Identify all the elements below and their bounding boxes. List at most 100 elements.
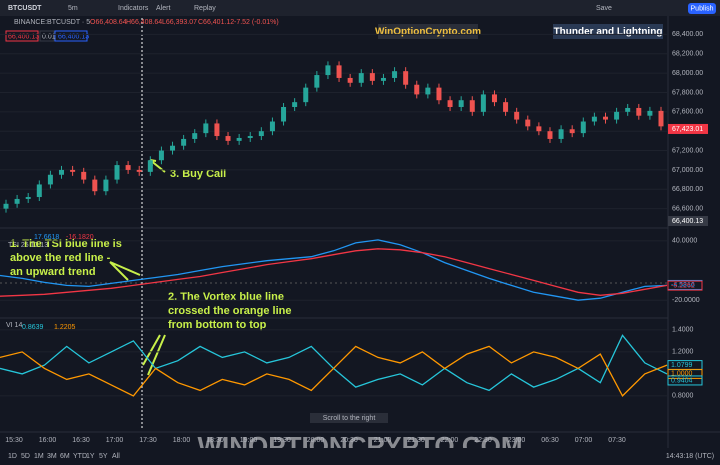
- candle: [458, 100, 464, 107]
- x-tick-label: 07:30: [608, 437, 626, 444]
- vi-name: VI 14: [6, 322, 22, 329]
- readout: 17.6618: [34, 234, 59, 241]
- candle: [436, 87, 442, 101]
- tsi-name: TSI 25 13 13: [8, 242, 48, 249]
- annotation: crossed the orange line: [168, 305, 291, 317]
- ohlc: O66,408.64: [90, 19, 127, 26]
- clock: 14:43:18 (UTC): [666, 453, 714, 460]
- toolbar-item[interactable]: Alert: [156, 5, 170, 12]
- x-tick-label: 17:30: [139, 437, 157, 444]
- candle: [591, 116, 597, 122]
- value-marker: [667, 368, 703, 379]
- range-button[interactable]: 3M: [47, 453, 57, 460]
- x-tick-label: 18:30: [206, 437, 224, 444]
- last-price-box: [668, 216, 708, 226]
- value-marker-label: 1.0000: [671, 371, 693, 378]
- candle: [314, 75, 320, 88]
- y-tick-label: 67,200.00: [672, 147, 703, 154]
- y-tick-label: 1.4000: [672, 327, 694, 334]
- x-tick-label: 20:00: [307, 437, 325, 444]
- candle: [469, 100, 475, 112]
- toolbar-item[interactable]: Replay: [194, 5, 216, 12]
- symbol[interactable]: BTCUSDT: [8, 5, 42, 12]
- y-tick-label: 68,000.00: [672, 70, 703, 77]
- toolbar: [0, 0, 720, 16]
- x-tick-label: 22:00: [441, 437, 459, 444]
- value-marker-label: -4.5816: [671, 282, 695, 289]
- price-box-label: 66,400.13: [58, 33, 89, 40]
- candle: [114, 165, 120, 180]
- candle: [136, 169, 142, 172]
- save[interactable]: Save: [596, 5, 612, 12]
- range-button[interactable]: All: [112, 453, 120, 460]
- candle: [236, 137, 242, 141]
- x-tick-label: 16:30: [72, 437, 90, 444]
- candle: [414, 84, 420, 95]
- candle: [3, 203, 9, 209]
- range-button[interactable]: YTD: [73, 453, 87, 460]
- candle: [125, 165, 131, 170]
- candle: [281, 106, 287, 122]
- candle: [103, 179, 109, 192]
- range-button[interactable]: 1M: [34, 453, 44, 460]
- publish-button[interactable]: [688, 3, 716, 14]
- range-button[interactable]: 5Y: [99, 453, 108, 460]
- x-tick-label: 16:00: [39, 437, 57, 444]
- candle: [225, 136, 231, 141]
- candle: [602, 116, 608, 120]
- candle: [403, 71, 409, 85]
- candle: [303, 87, 309, 103]
- price-box-label: 66,400.13: [8, 33, 39, 40]
- candle: [59, 169, 65, 175]
- range-button[interactable]: 5D: [21, 453, 30, 460]
- candle: [625, 107, 631, 112]
- annotation: above the red line -: [10, 252, 111, 264]
- range-button[interactable]: 1D: [8, 453, 17, 460]
- scroll-hint[interactable]: Scroll to the right: [323, 415, 376, 422]
- range-button[interactable]: 6M: [60, 453, 70, 460]
- ohlc: C66,401.12: [198, 19, 234, 26]
- y-tick-label: 67,800.00: [672, 89, 703, 96]
- price-box: [54, 30, 88, 42]
- arrow: [109, 261, 141, 281]
- annotation: from bottom to top: [168, 319, 267, 331]
- candle: [392, 71, 398, 78]
- candle: [214, 123, 220, 137]
- candle: [569, 129, 575, 134]
- readout: 1.2205: [54, 324, 76, 331]
- candle: [347, 77, 353, 83]
- x-tick-label: 06:30: [541, 437, 559, 444]
- value-marker-label: -5.2262: [671, 282, 695, 289]
- x-tick-label: 21:30: [407, 437, 425, 444]
- candle: [514, 111, 520, 120]
- y-tick-label: -20.0000: [672, 297, 700, 304]
- candle: [258, 131, 264, 137]
- candle: [491, 94, 497, 103]
- publish[interactable]: Publish: [691, 5, 714, 12]
- y-tick-label: 66,600.00: [672, 205, 703, 212]
- interval[interactable]: 5m: [68, 5, 78, 12]
- candle: [425, 87, 431, 95]
- price-box-label: 0.01: [42, 33, 56, 40]
- candle: [525, 119, 531, 127]
- candle: [70, 169, 76, 172]
- indicator-line: [0, 239, 668, 301]
- y-tick-label: 67,600.00: [672, 109, 703, 116]
- candle: [292, 102, 298, 107]
- x-tick-label: 19:30: [273, 437, 291, 444]
- ohlc: -7.52 (-0.01%): [234, 19, 279, 26]
- y-tick-label: 0.8000: [672, 393, 694, 400]
- toolbar-item[interactable]: Indicators: [118, 5, 149, 12]
- annotation: an upward trend: [10, 266, 96, 278]
- candle: [81, 171, 87, 180]
- x-tick-label: 18:00: [173, 437, 191, 444]
- candle: [192, 133, 198, 139]
- legend-title: BINANCE:BTCUSDT · 5: [14, 19, 90, 26]
- range-button[interactable]: 1Y: [86, 453, 95, 460]
- candle: [147, 160, 153, 172]
- candle: [647, 110, 653, 116]
- bottom-bar: [0, 448, 720, 465]
- x-tick-label: 15:30: [5, 437, 23, 444]
- scroll-box[interactable]: [310, 413, 388, 423]
